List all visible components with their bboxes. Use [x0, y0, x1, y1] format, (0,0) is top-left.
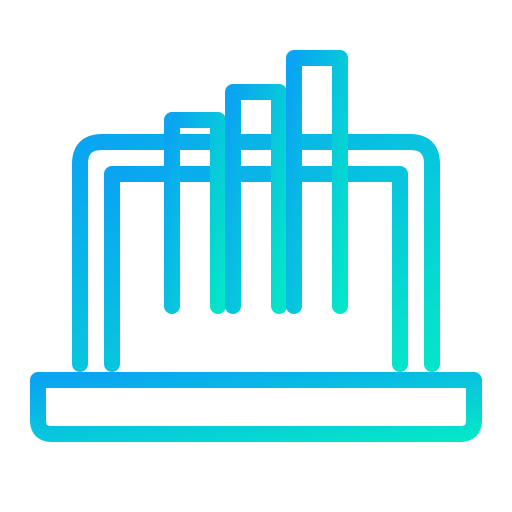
icon-svg	[0, 0, 512, 512]
chart-bar-2	[233, 92, 279, 306]
laptop-bar-chart-icon	[0, 0, 512, 512]
laptop-screen-inner	[112, 174, 400, 364]
